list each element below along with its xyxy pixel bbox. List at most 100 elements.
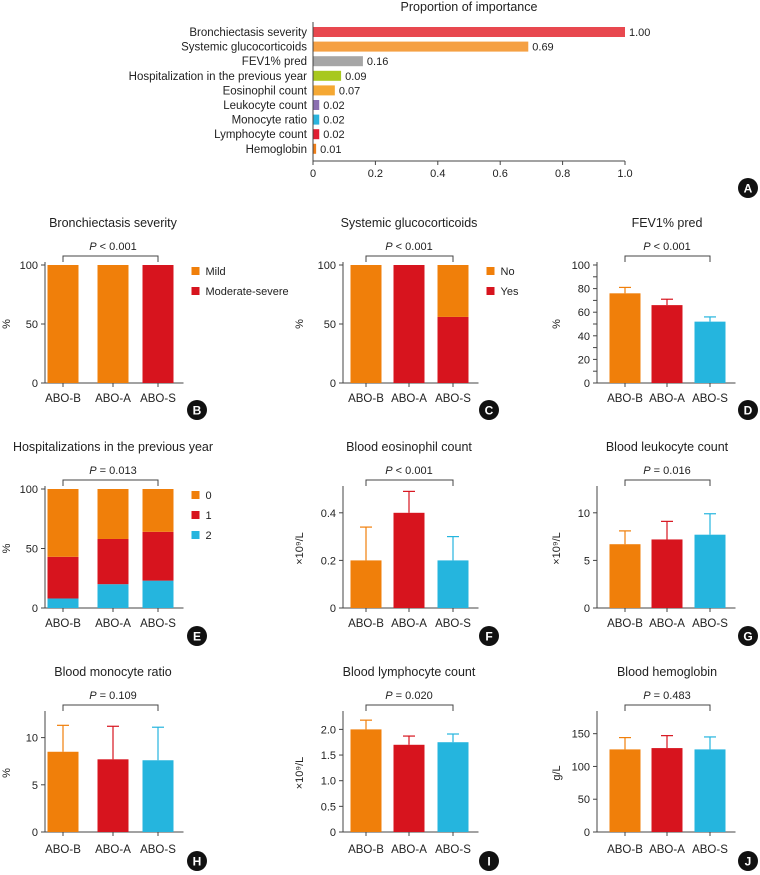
significance-bracket — [365, 255, 454, 262]
p-value-label: P < 0.001 — [385, 241, 432, 253]
category-label: ABO-S — [140, 393, 176, 405]
panel-title: Blood lymphocyte count — [343, 665, 476, 679]
p-value-text: < 0.001 — [97, 241, 137, 253]
significance-bracket — [365, 479, 454, 486]
panel-title: Blood leukocyte count — [606, 440, 729, 454]
panel-f: Blood eosinophil count P < 0.001 ×10⁹/L 0 0.… — [294, 440, 499, 646]
data-bar — [437, 560, 469, 608]
category-label: Leukocyte count — [223, 100, 308, 112]
panel-badge — [738, 178, 758, 198]
legend-label: Moderate-severe — [206, 286, 289, 298]
p-symbol: P — [385, 465, 393, 477]
p-value-label: P = 0.020 — [385, 690, 432, 702]
value-label: 0.07 — [339, 85, 360, 97]
y-tick-label: 150 — [572, 729, 590, 741]
category-label: Lymphocyte count — [214, 129, 308, 141]
legend-label: 2 — [206, 530, 212, 542]
panel-badge — [738, 626, 758, 646]
y-tick-label: 50 — [26, 319, 38, 331]
panel-e: Hospitalizations in the previous year P =… — [1, 440, 213, 646]
panel-badge — [479, 400, 499, 420]
panel-b: Bronchiectasis severity P < 0.001% 0 50 100 A… — [1, 216, 289, 420]
y-tick-label: 0.2 — [321, 555, 336, 567]
stacked-bar-segment — [47, 556, 79, 599]
category-label: Hospitalization in the previous year — [129, 71, 308, 83]
p-symbol: P — [89, 241, 97, 253]
panel-badge — [187, 626, 207, 646]
significance-bracket — [62, 255, 159, 262]
x-tick-label: 0.2 — [368, 168, 383, 180]
category-label: ABO-A — [649, 393, 685, 405]
p-value-label: P < 0.001 — [89, 241, 136, 253]
panel-badge-letter: C — [485, 404, 494, 418]
stacked-bar-segment — [437, 265, 469, 317]
data-bar — [437, 742, 469, 832]
category-label: Bronchiectasis severity — [189, 27, 307, 39]
panel-title: Blood monocyte ratio — [54, 665, 171, 679]
stacked-bar-segment — [350, 265, 382, 383]
panel-title: FEV1% pred — [632, 216, 703, 230]
legend-label: No — [501, 266, 515, 278]
value-label: 0.09 — [345, 71, 366, 83]
p-symbol: P — [385, 241, 393, 253]
value-label: 0.02 — [323, 100, 344, 112]
category-label: ABO-S — [692, 393, 728, 405]
legend-swatch — [191, 491, 200, 499]
p-value-text: = 0.109 — [97, 690, 137, 702]
panel-badge-letter: E — [193, 630, 201, 644]
category-label: ABO-S — [140, 618, 176, 630]
significance-bracket — [62, 479, 159, 486]
value-label: 0.02 — [323, 129, 344, 141]
panel-title: Blood eosinophil count — [346, 440, 472, 454]
data-bar — [97, 759, 129, 832]
y-tick-label: 1.0 — [321, 776, 336, 788]
legend-label: 0 — [206, 490, 212, 502]
panel-badge-letter: A — [744, 182, 753, 196]
y-axis-label: g/L — [551, 765, 563, 780]
p-value-label: P < 0.001 — [385, 465, 432, 477]
category-label: ABO-A — [391, 618, 427, 630]
category-label: ABO-A — [95, 844, 131, 856]
category-label: ABO-A — [391, 844, 427, 856]
value-label: 0.02 — [323, 115, 344, 127]
category-label: ABO-B — [348, 844, 384, 856]
p-symbol: P — [643, 465, 651, 477]
y-tick-label: 0 — [584, 378, 590, 390]
stacked-bar-segment — [437, 316, 469, 383]
panel-badge-letter: D — [744, 404, 753, 418]
category-label: ABO-S — [692, 844, 728, 856]
panel-h: Blood monocyte ratio P = 0.109% 0 5 10 ABO-B A… — [1, 665, 207, 871]
legend-label: Mild — [206, 266, 226, 278]
stacked-bar-segment — [393, 265, 425, 383]
data-bar — [651, 305, 683, 383]
panel-title: Blood hemoglobin — [617, 665, 717, 679]
value-label: 0.69 — [532, 42, 553, 54]
panel-title: Hospitalizations in the previous year — [13, 440, 213, 454]
y-tick-label: 40 — [578, 331, 590, 343]
y-tick-label: 80 — [578, 284, 590, 296]
panel-badge — [187, 400, 207, 420]
significance-bracket — [624, 255, 711, 262]
data-bar — [651, 539, 683, 608]
data-bar — [47, 751, 79, 832]
category-label: ABO-S — [435, 618, 471, 630]
panel-title: Systemic glucocorticoids — [341, 216, 478, 230]
legend-swatch — [486, 287, 495, 295]
significance-bracket — [62, 704, 159, 711]
stacked-bar-segment — [47, 598, 79, 608]
category-label: ABO-B — [607, 393, 643, 405]
panel-badge — [479, 626, 499, 646]
panel-badge-letter: I — [487, 855, 490, 869]
y-axis-label: ×10⁹/L — [294, 532, 306, 565]
panel-badge-letter: G — [743, 630, 752, 644]
category-label: ABO-B — [607, 844, 643, 856]
p-value-text: < 0.001 — [393, 241, 433, 253]
panel-a-title: Proportion of importance — [401, 0, 538, 14]
category-label: ABO-A — [649, 844, 685, 856]
data-bar — [393, 744, 425, 832]
category-label: ABO-A — [95, 618, 131, 630]
legend-swatch — [191, 287, 200, 295]
panel-d: FEV1% pred P < 0.001% 0 20 40 60 80 100 ABO-B ABO… — [551, 216, 758, 420]
x-tick-label: 0.6 — [493, 168, 508, 180]
importance-bar — [313, 143, 317, 154]
